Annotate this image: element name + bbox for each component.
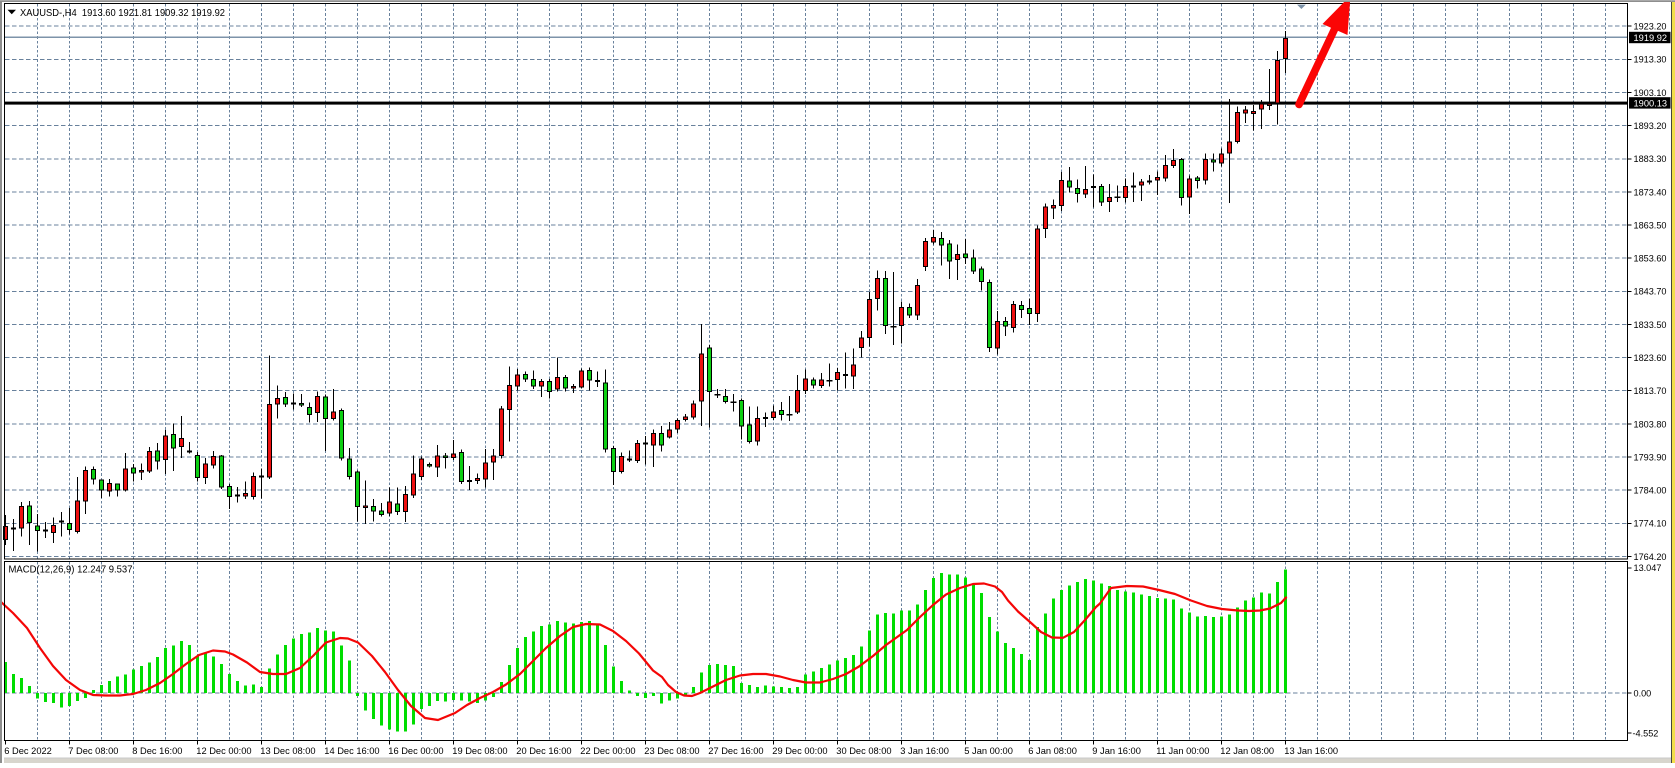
- svg-text:23 Dec 08:00: 23 Dec 08:00: [644, 746, 699, 756]
- svg-text:29 Dec 00:00: 29 Dec 00:00: [772, 746, 827, 756]
- svg-text:1803.80: 1803.80: [1634, 419, 1667, 429]
- svg-text:13 Dec 08:00: 13 Dec 08:00: [260, 746, 315, 756]
- svg-text:1853.60: 1853.60: [1634, 254, 1667, 264]
- svg-text:XAUUSD-,H4 1913.60 1921.81 19: XAUUSD-,H4 1913.60 1921.81 1909.32 1919.…: [20, 8, 225, 19]
- svg-text:1913.30: 1913.30: [1634, 55, 1667, 65]
- svg-text:6 Jan 08:00: 6 Jan 08:00: [1028, 746, 1077, 756]
- svg-text:11 Jan 00:00: 11 Jan 00:00: [1156, 746, 1209, 756]
- svg-text:1793.90: 1793.90: [1634, 452, 1667, 462]
- svg-text:12 Jan 08:00: 12 Jan 08:00: [1220, 746, 1274, 756]
- svg-text:1900.13: 1900.13: [1634, 98, 1668, 108]
- svg-text:16 Dec 00:00: 16 Dec 00:00: [388, 746, 443, 756]
- svg-text:1843.70: 1843.70: [1634, 287, 1667, 297]
- svg-text:1893.20: 1893.20: [1634, 121, 1667, 131]
- svg-text:1833.50: 1833.50: [1634, 320, 1667, 330]
- svg-text:1813.70: 1813.70: [1634, 386, 1667, 396]
- svg-text:13 Jan 16:00: 13 Jan 16:00: [1284, 746, 1338, 756]
- svg-text:22 Dec 00:00: 22 Dec 00:00: [580, 746, 635, 756]
- svg-text:12 Dec 00:00: 12 Dec 00:00: [196, 746, 251, 756]
- svg-text:3 Jan 16:00: 3 Jan 16:00: [900, 746, 949, 756]
- svg-text:27 Dec 16:00: 27 Dec 16:00: [708, 746, 763, 756]
- svg-text:1903.10: 1903.10: [1634, 88, 1667, 98]
- svg-text:1863.50: 1863.50: [1634, 220, 1667, 230]
- svg-text:5 Jan 00:00: 5 Jan 00:00: [964, 746, 1013, 756]
- svg-text:20 Dec 16:00: 20 Dec 16:00: [516, 746, 571, 756]
- svg-text:1923.20: 1923.20: [1634, 22, 1667, 32]
- svg-text:6 Dec 2022: 6 Dec 2022: [4, 746, 52, 756]
- svg-text:1873.40: 1873.40: [1634, 187, 1667, 197]
- svg-text:13.047: 13.047: [1634, 563, 1662, 573]
- svg-text:14 Dec 16:00: 14 Dec 16:00: [324, 746, 379, 756]
- svg-text:30 Dec 08:00: 30 Dec 08:00: [836, 746, 891, 756]
- svg-text:1883.30: 1883.30: [1634, 154, 1667, 164]
- svg-text:1764.20: 1764.20: [1634, 552, 1667, 562]
- svg-text:-4.552: -4.552: [1633, 728, 1659, 738]
- svg-text:1784.00: 1784.00: [1634, 486, 1667, 496]
- svg-text:1774.10: 1774.10: [1634, 519, 1667, 529]
- svg-text:9 Jan 16:00: 9 Jan 16:00: [1092, 746, 1141, 756]
- svg-text:19 Dec 08:00: 19 Dec 08:00: [452, 746, 507, 756]
- svg-text:0.00: 0.00: [1634, 688, 1652, 698]
- svg-text:7 Dec 08:00: 7 Dec 08:00: [68, 746, 118, 756]
- svg-text:8 Dec 16:00: 8 Dec 16:00: [132, 746, 182, 756]
- svg-text:MACD(12,26,9) 12.247 9.537: MACD(12,26,9) 12.247 9.537: [9, 565, 133, 576]
- svg-text:1919.92: 1919.92: [1634, 33, 1668, 43]
- svg-text:1823.60: 1823.60: [1634, 353, 1667, 363]
